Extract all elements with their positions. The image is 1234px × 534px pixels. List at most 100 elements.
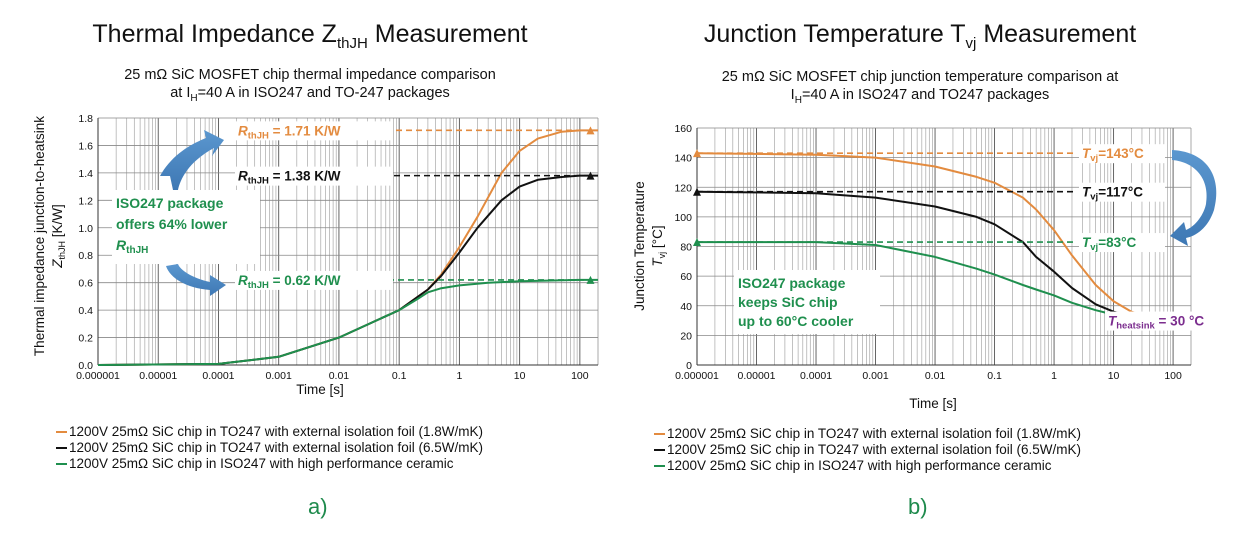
panel-a-legend: 1200V 25mΩ SiC chip in TO247 with extern… <box>56 424 483 472</box>
legend-b-text-orange: 1200V 25mΩ SiC chip in TO247 with extern… <box>667 426 1082 441</box>
annotation-subscript: vj <box>1090 153 1098 164</box>
panel-a-heading-sub: thJH <box>336 35 368 52</box>
annotation-marker <box>693 187 701 196</box>
panel-a-subtitle-post: =40 A in ISO247 and TO-247 packages <box>197 85 450 101</box>
chart-b: 0.000001 0.00001 0.0001 0.001 0.01 0.1 1 10 100 0… <box>632 123 1217 411</box>
chart-a-ylabel-2-post: [K/W] <box>50 204 65 241</box>
legend-b-swatch-green <box>654 465 665 467</box>
chart-a-xlabel: Time [s] <box>296 382 344 397</box>
x-tick-label: 100 <box>571 370 589 382</box>
annotation-value: = 0.62 K/W <box>269 273 341 288</box>
x-tick-label: 0.001 <box>266 370 292 382</box>
panel-b-legend: 1200V 25mΩ SiC chip in TO247 with extern… <box>654 426 1081 474</box>
chart-a-ylabel-2-sub: thJH <box>57 241 67 260</box>
panel-a-heading-text: Thermal Impedance Z <box>92 20 337 48</box>
annotation-bg <box>1079 182 1165 202</box>
annotation-label: Tvj=143°C <box>1082 146 1144 164</box>
annotation-label: RthJH = 0.62 K/W <box>238 273 341 291</box>
legend-b-item-black: 1200V 25mΩ SiC chip in TO247 with extern… <box>654 442 1081 458</box>
x-tick-label: 0.001 <box>862 370 888 382</box>
annotation-subscript: thJH <box>248 130 269 141</box>
annotation-marker <box>586 275 595 284</box>
y-tick-label: 80 <box>680 242 692 254</box>
panel-a-heading: Thermal Impedance ZthJH Measurement <box>60 20 560 52</box>
chart-a-note-line2: offers 64% lower <box>116 216 228 232</box>
panel-b-heading-tail: Measurement <box>976 20 1137 48</box>
legend-a-item-orange: 1200V 25mΩ SiC chip in TO247 with extern… <box>56 424 483 440</box>
panel-a-heading-tail: Measurement <box>367 20 528 48</box>
x-tick-label: 0.1 <box>392 370 407 382</box>
annotation-value: = 1.38 K/W <box>269 169 341 184</box>
chart-a-arrow-up <box>160 130 224 190</box>
x-tick-label: 100 <box>1164 370 1182 382</box>
chart-b-ticks: 0.000001 0.00001 0.0001 0.001 0.01 0.1 1 10 100 0… <box>674 123 1182 382</box>
legend-a-swatch-orange <box>56 431 67 433</box>
panel-a-subtitle-line1: 25 mΩ SiC MOSFET chip thermal impedance … <box>124 67 496 83</box>
annotation-label: Theatsink = 30 °C <box>1108 314 1204 332</box>
chart-a: 0.000001 0.00001 0.0001 0.001 0.01 0.1 1 10 100 0… <box>32 113 599 397</box>
x-tick-label: 0.01 <box>925 370 946 382</box>
x-tick-label: 0.000001 <box>76 370 120 382</box>
annotation-symbol: R <box>238 123 248 138</box>
y-tick-label: 0 <box>686 360 692 372</box>
x-tick-label: 10 <box>1108 370 1120 382</box>
y-tick-label: 160 <box>674 123 692 135</box>
annotation-subscript: vj <box>1090 242 1098 253</box>
x-tick-label: 0.000001 <box>675 370 719 382</box>
x-tick-label: 0.1 <box>987 370 1002 382</box>
chart-b-xlabel: Time [s] <box>909 396 957 411</box>
chart-a-note-line3-pre: R <box>116 237 127 253</box>
y-tick-label: 1.8 <box>78 113 93 125</box>
y-tick-label: 1.6 <box>78 140 93 152</box>
chart-a-arrow-down <box>166 264 226 296</box>
legend-b-swatch-orange <box>654 433 665 435</box>
chart-b-ylabel-1: Junction Temperature <box>632 181 647 311</box>
y-tick-label: 0.2 <box>78 333 93 345</box>
y-tick-label: 120 <box>674 182 692 194</box>
chart-a-note-line3: RthJH <box>116 237 148 256</box>
panel-b-subtitle-line2: IH=40 A in ISO247 and TO247 packages <box>660 86 1180 110</box>
annotation-bg <box>1079 144 1165 164</box>
x-tick-label: 1 <box>1051 370 1057 382</box>
annotation-value: =83°C <box>1098 235 1136 250</box>
y-tick-label: 1.4 <box>78 168 93 180</box>
panel-b-subtitle-post: =40 A in ISO247 and TO247 packages <box>801 87 1050 103</box>
y-tick-label: 1.2 <box>78 195 93 207</box>
legend-a-swatch-green <box>56 463 67 465</box>
legend-a-swatch-black <box>56 447 67 449</box>
x-tick-label: 1 <box>456 370 462 382</box>
x-tick-label: 0.01 <box>329 370 350 382</box>
legend-a-text-green: 1200V 25mΩ SiC chip in ISO247 with high … <box>69 456 454 471</box>
panel-a-subtitle-sub: H <box>190 92 198 104</box>
panel-a-subtitle-line2: at IH=40 A in ISO247 and TO-247 packages <box>60 84 560 108</box>
chart-b-note-line3: up to 60°C cooler <box>738 313 854 329</box>
y-tick-label: 20 <box>680 330 692 342</box>
legend-b-swatch-black <box>654 449 665 451</box>
panel-b-label: b) <box>908 494 928 519</box>
annotation-label: RthJH = 1.38 K/W <box>238 169 341 187</box>
legend-b-text-black: 1200V 25mΩ SiC chip in TO247 with extern… <box>667 442 1082 457</box>
chart-a-note-line3-sub: thJH <box>126 245 148 256</box>
panel-b-heading-sub: vj <box>965 35 977 52</box>
panel-a-subtitle: 25 mΩ SiC MOSFET chip thermal impedance … <box>60 66 560 108</box>
panel-a-label: a) <box>308 494 328 519</box>
annotation-value: =117°C <box>1098 185 1143 200</box>
series-line-2 <box>97 278 598 366</box>
legend-a-item-black: 1200V 25mΩ SiC chip in TO247 with extern… <box>56 440 483 456</box>
chart-b-note-line1: ISO247 package <box>738 275 846 291</box>
annotation-symbol: T <box>1108 314 1118 329</box>
annotation-symbol: R <box>238 273 248 288</box>
legend-b-text-green: 1200V 25mΩ SiC chip in ISO247 with high … <box>667 458 1052 473</box>
chart-b-arrow <box>1170 150 1217 246</box>
annotation-value: = 30 °C <box>1155 314 1205 329</box>
annotation-subscript: thJH <box>248 280 269 291</box>
annotation-subscript: heatsink <box>1116 321 1155 332</box>
y-tick-label: 100 <box>674 212 692 224</box>
legend-b-item-green: 1200V 25mΩ SiC chip in ISO247 with high … <box>654 458 1081 474</box>
panel-b-subtitle: 25 mΩ SiC MOSFET chip junction temperatu… <box>660 68 1180 110</box>
chart-a-ylabel-1: Thermal impedance junction-to-heatsink <box>32 116 47 356</box>
annotation-marker <box>693 149 701 158</box>
y-tick-label: 40 <box>680 301 692 313</box>
